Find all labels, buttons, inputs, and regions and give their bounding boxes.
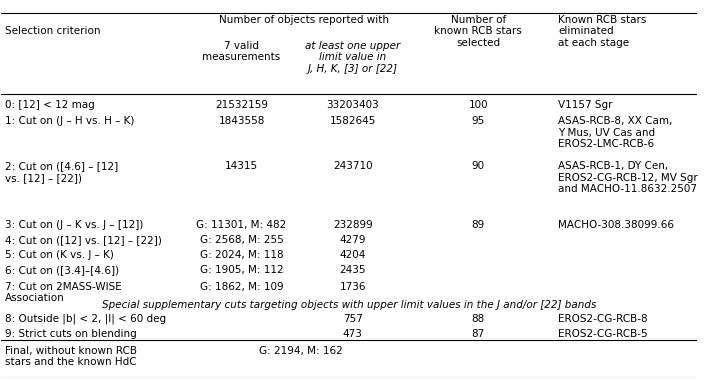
Text: 6: Cut on ([3.4]–[4.6]): 6: Cut on ([3.4]–[4.6]) bbox=[5, 265, 119, 275]
Text: 90: 90 bbox=[472, 161, 485, 171]
Text: Final, without known RCB
stars and the known HdC: Final, without known RCB stars and the k… bbox=[5, 346, 137, 367]
Text: 100: 100 bbox=[468, 100, 488, 110]
Text: Number of objects reported with: Number of objects reported with bbox=[219, 14, 389, 25]
Text: 243710: 243710 bbox=[333, 161, 372, 171]
Text: V1157 Sgr: V1157 Sgr bbox=[558, 100, 613, 110]
Text: 3: Cut on (J – K vs. J – [12]): 3: Cut on (J – K vs. J – [12]) bbox=[5, 219, 143, 230]
Text: 473: 473 bbox=[343, 329, 363, 339]
Text: G: 1905, M: 112: G: 1905, M: 112 bbox=[200, 265, 283, 275]
Text: EROS2-CG-RCB-8: EROS2-CG-RCB-8 bbox=[558, 314, 648, 324]
Text: 88: 88 bbox=[471, 314, 485, 324]
Text: G: 1862, M: 109: G: 1862, M: 109 bbox=[200, 282, 283, 292]
Text: 87: 87 bbox=[471, 329, 485, 339]
Text: 4279: 4279 bbox=[340, 235, 366, 245]
Text: 7: Cut on 2MASS-WISE
Association: 7: Cut on 2MASS-WISE Association bbox=[5, 282, 122, 303]
Text: 33203403: 33203403 bbox=[327, 100, 379, 110]
Text: Special supplementary cuts targeting objects with upper limit values in the J an: Special supplementary cuts targeting obj… bbox=[102, 301, 597, 310]
Text: 14315: 14315 bbox=[225, 161, 258, 171]
Text: 4204: 4204 bbox=[340, 250, 366, 260]
Text: 1: Cut on (J – H vs. H – K): 1: Cut on (J – H vs. H – K) bbox=[5, 116, 134, 126]
Text: 7 valid
measurements: 7 valid measurements bbox=[203, 41, 281, 63]
Text: 0: [12] < 12 mag: 0: [12] < 12 mag bbox=[5, 100, 94, 110]
Text: 1843558: 1843558 bbox=[219, 116, 265, 126]
Text: 95: 95 bbox=[471, 116, 485, 126]
Text: G: 2568, M: 255: G: 2568, M: 255 bbox=[200, 235, 283, 245]
Text: EROS2-CG-RCB-5: EROS2-CG-RCB-5 bbox=[558, 329, 648, 339]
Text: 21532159: 21532159 bbox=[215, 100, 268, 110]
Text: G: 2024, M: 118: G: 2024, M: 118 bbox=[200, 250, 283, 260]
Text: 232899: 232899 bbox=[333, 219, 372, 230]
Text: ASAS-RCB-8, XX Cam,
Y Mus, UV Cas and
EROS2-LMC-RCB-6: ASAS-RCB-8, XX Cam, Y Mus, UV Cas and ER… bbox=[558, 116, 672, 149]
Text: 757: 757 bbox=[343, 314, 363, 324]
Text: 4: Cut on ([12] vs. [12] – [22]): 4: Cut on ([12] vs. [12] – [22]) bbox=[5, 235, 162, 245]
Text: G: 11301, M: 482: G: 11301, M: 482 bbox=[197, 219, 287, 230]
Text: 1582645: 1582645 bbox=[330, 116, 376, 126]
Text: 89: 89 bbox=[471, 219, 485, 230]
Text: 1736: 1736 bbox=[340, 282, 366, 292]
Text: MACHO-308.38099.66: MACHO-308.38099.66 bbox=[558, 219, 674, 230]
Text: 9: Strict cuts on blending: 9: Strict cuts on blending bbox=[5, 329, 136, 339]
Text: 2435: 2435 bbox=[340, 265, 366, 275]
Text: G: 2194, M: 162: G: 2194, M: 162 bbox=[259, 346, 343, 356]
Text: 2: Cut on ([4.6] – [12]
vs. [12] – [22]): 2: Cut on ([4.6] – [12] vs. [12] – [22]) bbox=[5, 161, 118, 183]
Text: at least one upper
limit value in
J, H, K, [3] or [22]: at least one upper limit value in J, H, … bbox=[305, 41, 401, 74]
Text: ASAS-RCB-1, DY Cen,
EROS2-CG-RCB-12, MV Sgr
and MACHO-11.8632.2507: ASAS-RCB-1, DY Cen, EROS2-CG-RCB-12, MV … bbox=[558, 161, 698, 194]
Text: Selection criterion: Selection criterion bbox=[5, 26, 100, 36]
Text: 8: Outside |b| < 2, |l| < 60 deg: 8: Outside |b| < 2, |l| < 60 deg bbox=[5, 314, 166, 324]
Text: 5: Cut on (K vs. J – K): 5: Cut on (K vs. J – K) bbox=[5, 250, 114, 260]
Text: Known RCB stars
eliminated
at each stage: Known RCB stars eliminated at each stage bbox=[558, 14, 647, 48]
Text: Number of
known RCB stars
selected: Number of known RCB stars selected bbox=[434, 14, 522, 48]
